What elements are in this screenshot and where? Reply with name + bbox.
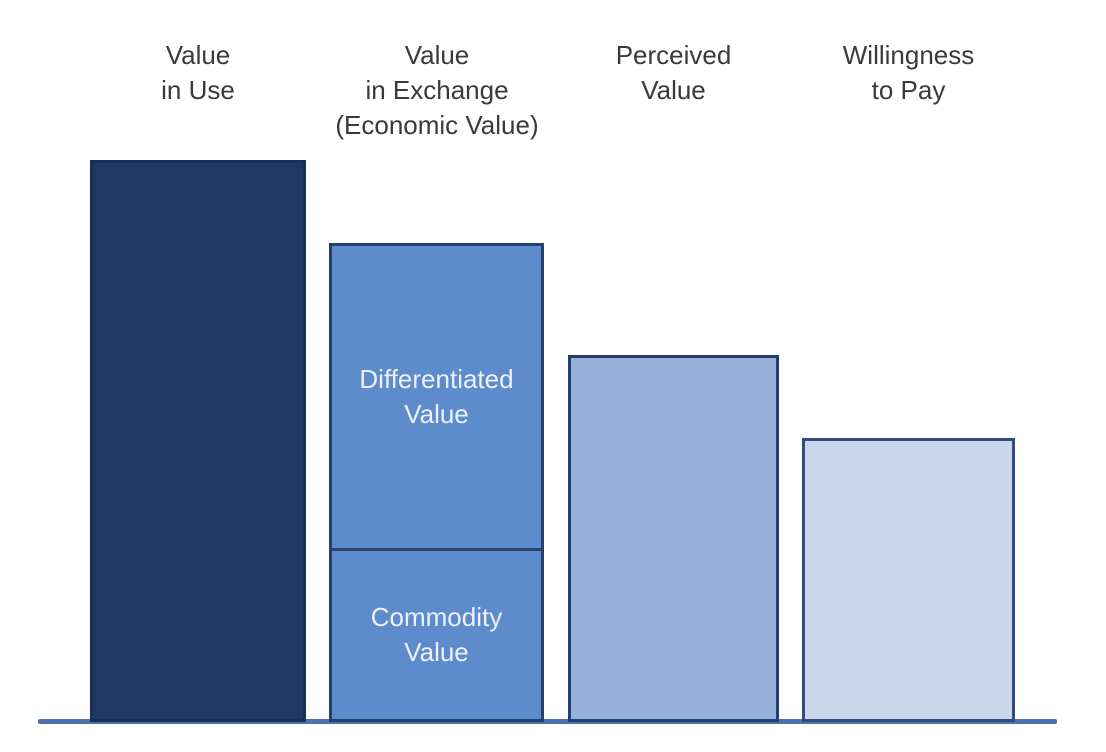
category-label-value-in-exchange: Value in Exchange (Economic Value) [335,40,539,140]
category-label-perceived-value: Perceived Value [615,40,732,105]
segment-differentiated-value: Differentiated Value [359,364,514,429]
bar-willingness-to-pay [802,438,1015,722]
category-label-value-in-use: Value in Use [161,40,235,105]
category-label-willingness-to-pay: Willingness to Pay [842,40,975,105]
bar-value-in-use [90,160,306,722]
bar-value-in-exchange: Differentiated Value Commodity Value [329,243,544,722]
x-axis-baseline [38,719,1057,724]
segment-commodity-value: Commodity Value [332,548,541,719]
bar-perceived-value [568,355,779,722]
